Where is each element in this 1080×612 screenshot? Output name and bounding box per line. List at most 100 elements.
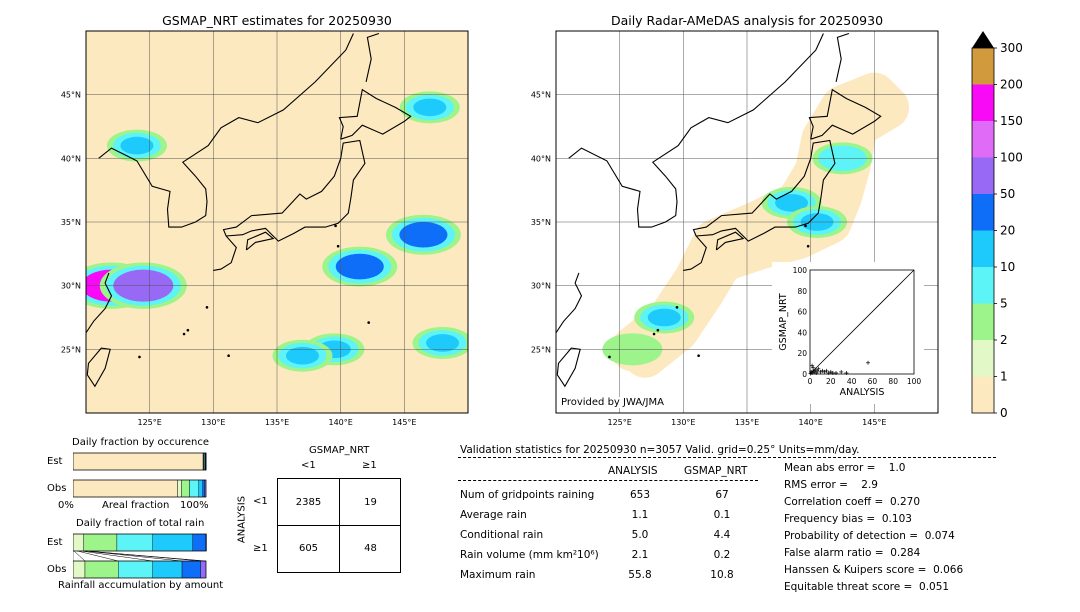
fraction-connector: [84, 550, 183, 562]
lon-label: 125°E: [138, 418, 162, 427]
validation-row-analysis: 1.1: [631, 509, 649, 521]
scatter-y-tick: 0: [802, 370, 807, 379]
colorbar-segment: [972, 84, 994, 121]
scatter-point: [839, 369, 844, 374]
validation-header: Validation statistics for 20250930 n=305…: [460, 444, 860, 456]
contingency-cell: 605: [298, 543, 319, 554]
validation-score: RMS error = 2.9: [784, 479, 878, 491]
lon-label: 135°E: [735, 418, 759, 427]
coastline: [715, 231, 745, 251]
lon-label: 140°E: [329, 418, 353, 427]
fraction-bar-segment: [202, 479, 206, 498]
fraction-connector: [73, 550, 86, 562]
lat-label: 25°N: [531, 345, 551, 354]
validation-row-label: Maximum rain: [460, 569, 536, 581]
colorbar-label: 10: [1000, 260, 1015, 274]
scatter-y-tick: 60: [797, 308, 807, 317]
validation-header-rule: [458, 457, 996, 458]
scatter-x-tick: 100: [907, 377, 922, 386]
occurrence-obs-label: Obs: [47, 483, 67, 494]
scatter-point: [813, 367, 818, 372]
fraction-bar-segment: [200, 560, 207, 579]
occurrence-bars: [73, 452, 207, 498]
colorbar-segment: [972, 267, 994, 304]
colorbar-label: 50: [1000, 187, 1015, 201]
fraction-bar-segment: [73, 479, 178, 498]
coastline: [245, 231, 275, 251]
coastline: [338, 88, 412, 140]
fraction-bar-segment: [152, 560, 183, 579]
scatter-xlabel: ANALYSIS: [840, 387, 885, 398]
coastline: [556, 347, 581, 388]
contingency-cell: 19: [364, 497, 377, 508]
coastline: [568, 33, 824, 228]
right-map-title: Daily Radar-AMeDAS analysis for 20250930: [610, 13, 884, 28]
scatter-point: [810, 363, 815, 368]
validation-score: Mean abs error = 1.0: [784, 462, 906, 474]
rain-cell: [413, 98, 447, 117]
validation-col-rule: [458, 480, 758, 481]
totalrain-bars: [73, 533, 207, 579]
validation-row-label: Num of gridpoints raining: [460, 489, 595, 501]
colorbar-label: 200: [1000, 78, 1023, 92]
validation-row-analysis: 5.0: [631, 529, 649, 541]
validation-score: Frequency bias = 0.103: [784, 513, 912, 525]
contingency-table: 2385 19 605 48: [277, 478, 401, 573]
fraction-bar-segment: [198, 479, 204, 498]
scatter-y-tick: 20: [797, 349, 807, 358]
colorbar-segment: [972, 376, 994, 413]
coastline: [86, 347, 111, 388]
scatter-point: [826, 370, 831, 375]
lon-label: 135°E: [265, 418, 289, 427]
occurrence-title: Daily fraction by occurence: [72, 437, 210, 448]
occurrence-axis-right: 100%: [180, 500, 209, 511]
rain-cell: [335, 253, 384, 280]
lat-label: 35°N: [61, 218, 81, 227]
colorbar-label: 20: [1000, 224, 1015, 238]
island: [186, 328, 190, 332]
validation-row-gsmap: 0.2: [713, 549, 731, 561]
scatter-x-tick: 40: [847, 377, 857, 386]
coastline: [213, 139, 366, 271]
rain-cell: [399, 221, 448, 248]
fraction-bar-segment: [181, 560, 201, 579]
scatter-point: [816, 366, 821, 371]
fraction-bar-segment: [116, 533, 153, 552]
lat-label: 30°N: [531, 282, 551, 291]
validation-row-analysis: 2.1: [631, 549, 649, 561]
island: [697, 354, 700, 358]
scatter-ylabel: GSMAP_NRT: [778, 293, 789, 351]
validation-row-analysis: 653: [629, 489, 651, 501]
fraction-bar-segment: [73, 560, 86, 579]
occurrence-axis-left: 0%: [58, 500, 74, 511]
validation-row-gsmap: 4.4: [713, 529, 731, 541]
scatter-point: [866, 360, 871, 365]
totalrain-footer: Rainfall accumulation by amount: [58, 580, 224, 591]
coastline: [835, 32, 850, 83]
coastline: [683, 139, 836, 271]
occurrence-axis-mid: Areal fraction: [102, 500, 170, 511]
colorbar-segment: [972, 121, 994, 158]
totalrain-est-label: Est: [47, 537, 63, 548]
coastline: [808, 88, 882, 140]
scatter-point: [844, 370, 849, 375]
validation-score: Hanssen & Kuipers score = 0.066: [784, 564, 964, 576]
scatter-x-tick: 60: [868, 377, 878, 386]
colorbar-label: 100: [1000, 151, 1023, 165]
validation-row-analysis: 55.8: [628, 569, 652, 581]
scatter-point: [820, 368, 825, 373]
contingency-col-ge1: ≥1: [362, 460, 377, 471]
lon-label: 130°E: [671, 418, 695, 427]
contingency-side-title: ANALYSIS: [236, 495, 248, 544]
fraction-connector: [77, 550, 119, 562]
island: [334, 224, 337, 228]
scatter-point: [811, 365, 816, 370]
scatter-y-tick: 40: [797, 328, 807, 337]
validation-row-gsmap: 10.8: [710, 569, 734, 581]
rain-cell: [120, 136, 154, 155]
data-credit: Provided by JWA/JMA: [561, 397, 664, 408]
scatter-point: [818, 369, 823, 374]
rain-cell: [426, 334, 460, 352]
island: [806, 244, 810, 248]
validation-col-analysis: ANALYSIS: [608, 465, 658, 477]
